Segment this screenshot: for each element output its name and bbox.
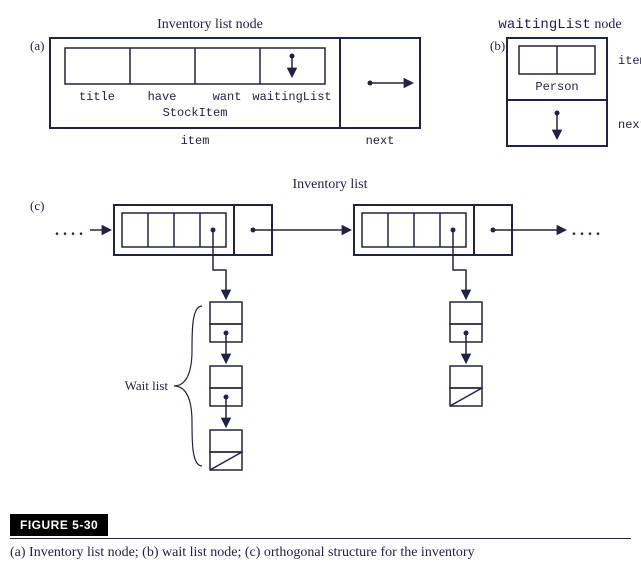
- trailing-dots: . . . .: [572, 222, 600, 239]
- wl-node-title: waitingList node: [498, 17, 621, 33]
- inv-node-2: [354, 205, 512, 255]
- partB-item-label: item: [618, 54, 641, 68]
- figure-label: FIGURE 5-30: [10, 514, 108, 536]
- partA-next-label: next: [366, 134, 395, 148]
- leading-dots: . . . .: [55, 222, 83, 239]
- field-waitinglist: waitingList: [252, 90, 331, 104]
- part-a-marker: (a): [30, 38, 44, 53]
- part-c-marker: (c): [30, 198, 44, 213]
- wait-list-label: Wait list: [125, 378, 169, 393]
- partA-item-label: item: [181, 134, 210, 148]
- stockitem-label: StockItem: [163, 106, 228, 120]
- diagram-svg: Inventory list node (a) title have want …: [10, 10, 641, 510]
- wl2-2: [450, 366, 482, 406]
- field-have: have: [148, 90, 177, 104]
- wait-list-brace: [174, 306, 202, 466]
- field-want: want: [213, 90, 242, 104]
- inv-node-1: [114, 205, 272, 255]
- wl1-3: [210, 430, 242, 470]
- inv-list-title: Inventory list: [292, 177, 367, 192]
- inv-node-title: Inventory list node: [157, 17, 263, 32]
- partB-next-label: next: [618, 118, 641, 132]
- person-label: Person: [535, 80, 578, 94]
- part-b-marker: (b): [490, 38, 505, 53]
- field-title: title: [79, 90, 115, 104]
- figure-caption: (a) Inventory list node; (b) wait list n…: [10, 545, 631, 561]
